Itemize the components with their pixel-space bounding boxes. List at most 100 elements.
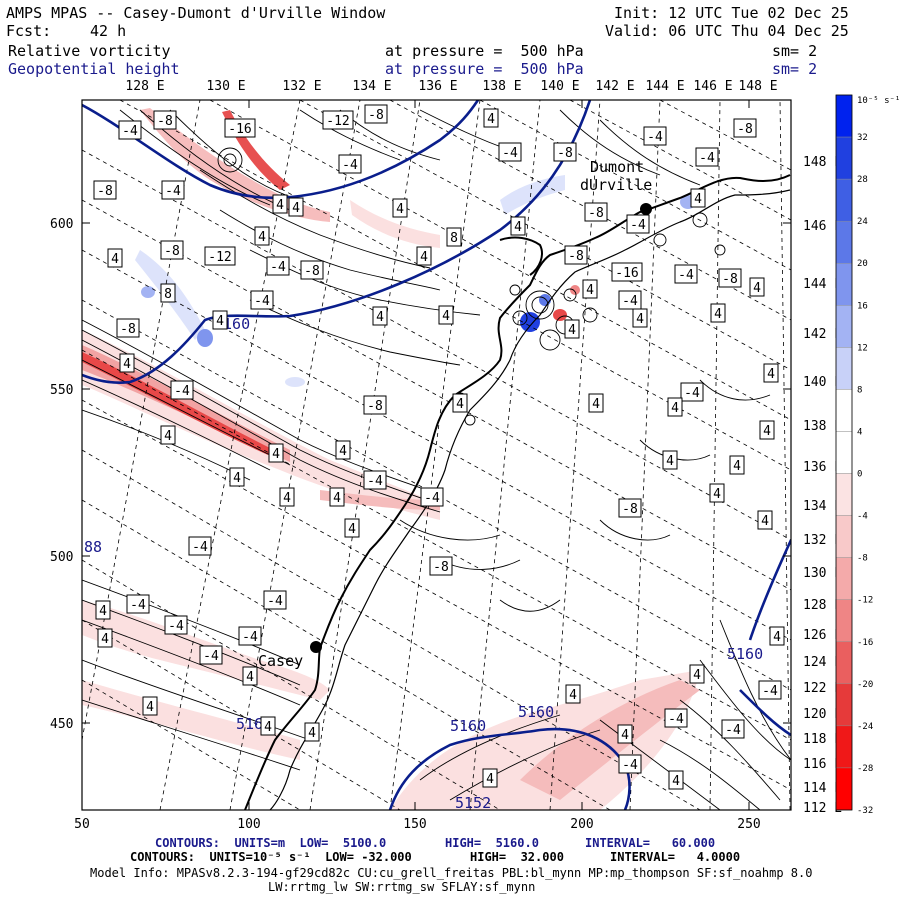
right-lon-label: 142 E: [803, 327, 842, 342]
vorticity-label: -4: [758, 680, 782, 700]
colorbar-swatch: [835, 725, 853, 769]
colorbar-swatch: [835, 767, 853, 811]
svg-text:-4: -4: [203, 649, 219, 664]
svg-text:4: 4: [636, 312, 644, 327]
vorticity-label: 4: [272, 194, 288, 214]
vorticity-label: -4: [170, 380, 194, 400]
svg-text:4: 4: [568, 323, 576, 338]
height-label: 5160: [727, 645, 763, 663]
colorbar-label: 16: [857, 301, 868, 311]
vorticity-label: -4: [238, 626, 262, 646]
svg-text:4: 4: [693, 668, 701, 683]
vorticity-label: 4: [564, 319, 580, 339]
vorticity-label: -4: [618, 754, 642, 774]
colorbar-unit: 10⁻⁵ s⁻¹: [857, 96, 900, 106]
svg-text:4: 4: [308, 726, 316, 741]
svg-text:4: 4: [456, 397, 464, 412]
vorticity-label: 4: [438, 305, 454, 325]
vorticity-label: 4: [335, 440, 351, 460]
right-lon-label: 120 E: [803, 707, 842, 722]
vorticity-label: 4: [95, 600, 111, 620]
vorticity-label: -4: [643, 126, 667, 146]
svg-text:-16: -16: [615, 266, 638, 281]
right-lon-label: 128 E: [803, 598, 842, 613]
colorbar-swatch: [835, 347, 853, 390]
right-lon-label: 132 E: [803, 533, 842, 548]
colorbar-swatch: [835, 305, 853, 348]
vorticity-label: 4: [329, 487, 345, 507]
svg-text:4: 4: [264, 720, 272, 735]
vorticity-label: -8: [116, 318, 140, 338]
top-lon-label: 142 E: [595, 79, 634, 94]
vorticity-label: 4: [288, 197, 304, 217]
vorticity-label: -4: [674, 264, 698, 284]
top-longitude-labels: 128 E 130 E 132 E 134 E 136 E 138 E 140 E 142 E…: [125, 79, 777, 94]
vorticity-label: 4: [107, 248, 123, 268]
svg-text:4: 4: [486, 772, 494, 787]
left-axis-labels: 600 550 500 450: [50, 217, 73, 732]
vorticity-label: 4: [632, 308, 648, 328]
forecast-hour: 42 h: [90, 22, 127, 40]
svg-text:4: 4: [146, 700, 154, 715]
colorbar-swatch: [835, 683, 853, 727]
vorticity-label: -4: [250, 290, 274, 310]
svg-text:-4: -4: [647, 130, 663, 145]
colorbar-swatch: [835, 599, 853, 642]
right-lon-label: 114 E: [803, 781, 842, 796]
vorticity-label: 8: [160, 283, 176, 303]
right-lon-label: 148 E: [803, 155, 842, 170]
vorticity-label: -8: [553, 142, 577, 162]
svg-text:4: 4: [111, 252, 119, 267]
colorbar-swatch: [835, 557, 853, 600]
vorticity-label: 4: [160, 425, 176, 445]
vorticity-label: 4: [689, 664, 705, 684]
vorticity-label: -16: [224, 118, 256, 138]
right-lon-label: 122 E: [803, 681, 842, 696]
svg-text:8: 8: [450, 231, 458, 246]
svg-text:4: 4: [376, 310, 384, 325]
vorticity-label: -8: [584, 202, 608, 222]
top-lon-label: 130 E: [206, 79, 245, 94]
vorticity-label: 4: [582, 279, 598, 299]
colorbar-swatch: [835, 431, 853, 474]
svg-text:-8: -8: [97, 184, 113, 199]
svg-text:4: 4: [586, 283, 594, 298]
right-lon-label: 126 E: [803, 628, 842, 643]
svg-text:4: 4: [258, 230, 266, 245]
svg-text:4: 4: [733, 459, 741, 474]
svg-text:-12: -12: [326, 114, 349, 129]
svg-text:-8: -8: [368, 108, 384, 123]
svg-text:8: 8: [164, 287, 172, 302]
vorticity-label: -4: [363, 470, 387, 490]
svg-text:-8: -8: [120, 322, 136, 337]
svg-text:-4: -4: [622, 294, 638, 309]
vorticity-label: -4: [420, 487, 444, 507]
right-lon-label: 144 E: [803, 277, 842, 292]
svg-text:-4: -4: [630, 218, 646, 233]
svg-text:4: 4: [233, 471, 241, 486]
right-lon-label: 146 E: [803, 219, 842, 234]
vorticity-label: 4: [416, 246, 432, 266]
colorbar-label: 32: [857, 133, 868, 143]
footer-height-high: HIGH= 5160.0: [445, 836, 539, 850]
svg-text:-8: -8: [164, 244, 180, 259]
svg-text:4: 4: [333, 491, 341, 506]
svg-text:4: 4: [713, 487, 721, 502]
vorticity-label: -4: [266, 256, 290, 276]
svg-text:4: 4: [216, 314, 224, 329]
station-dot-dumont: [640, 203, 652, 215]
vorticity-label: -4: [721, 719, 745, 739]
svg-text:-4: -4: [678, 268, 694, 283]
vorticity-label: 8: [446, 227, 462, 247]
footer-vort-high: HIGH= 32.000: [470, 850, 564, 864]
svg-text:-8: -8: [557, 146, 573, 161]
vorticity-label: -8: [363, 395, 387, 415]
colorbar-swatch: [835, 389, 853, 432]
vorticity-label: -4: [664, 708, 688, 728]
svg-text:-4: -4: [684, 386, 700, 401]
svg-text:4: 4: [671, 401, 679, 416]
colorbar-frame: [835, 94, 853, 811]
right-lon-label: 136 E: [803, 460, 842, 475]
svg-text:-4: -4: [242, 630, 258, 645]
colorbar-label: 12: [857, 343, 868, 353]
